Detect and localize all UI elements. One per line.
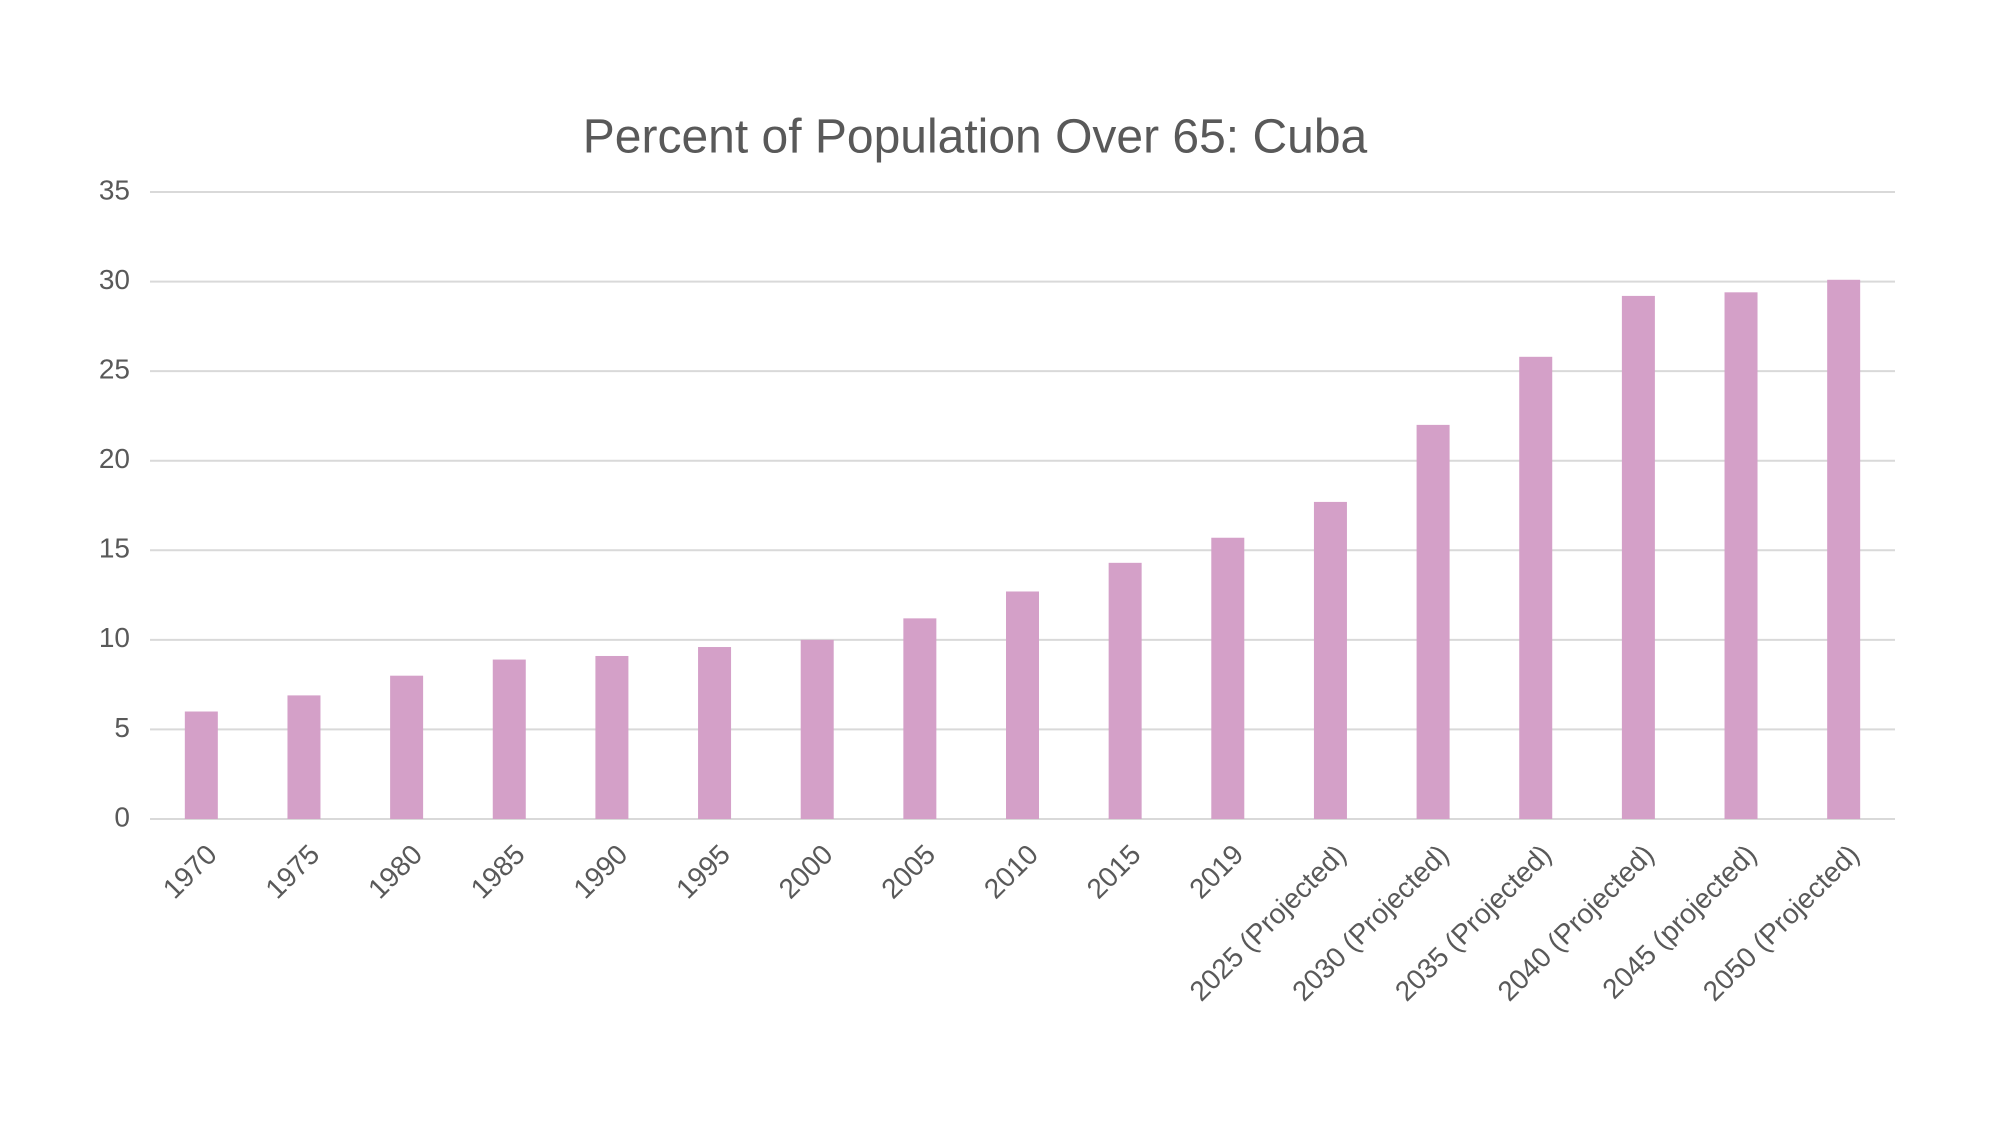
- x-tick-label: 2000: [773, 839, 839, 905]
- x-tick-label: 1995: [670, 839, 736, 905]
- y-tick-label: 5: [114, 712, 130, 743]
- bar: [1313, 501, 1347, 819]
- bar: [184, 711, 218, 819]
- bar: [1519, 356, 1553, 819]
- bar: [1724, 292, 1758, 819]
- bar: [390, 675, 424, 819]
- bar: [1827, 279, 1861, 819]
- bar: [492, 659, 526, 819]
- y-tick-label: 0: [114, 801, 130, 832]
- x-tick-label: 2015: [1081, 839, 1147, 905]
- y-tick-label: 15: [99, 533, 130, 564]
- bar: [287, 695, 321, 819]
- x-tick-label: 1985: [465, 839, 531, 905]
- x-tick-label: 1975: [259, 839, 325, 905]
- x-tick-label: 2019: [1183, 839, 1249, 905]
- bar: [903, 618, 937, 819]
- bar: [1621, 295, 1655, 820]
- chart-title: Percent of Population Over 65: Cuba: [583, 111, 1368, 164]
- bar: [800, 639, 834, 819]
- x-tick-label: 1990: [567, 839, 633, 905]
- y-tick-label: 30: [99, 264, 130, 295]
- x-tick-label: 1980: [362, 839, 428, 905]
- bar: [1416, 424, 1450, 819]
- bar: [698, 647, 732, 819]
- bar: [1108, 562, 1142, 819]
- x-tick-label: 2010: [978, 839, 1044, 905]
- y-tick-label: 25: [99, 354, 130, 385]
- y-tick-label: 20: [99, 443, 130, 474]
- y-tick-label: 35: [99, 174, 130, 205]
- x-tick-label: 2005: [875, 839, 941, 905]
- x-tick-label: 1970: [157, 839, 223, 905]
- bar: [1211, 537, 1245, 819]
- bar: [595, 655, 629, 819]
- y-tick-label: 10: [99, 622, 130, 653]
- bar: [1006, 591, 1039, 819]
